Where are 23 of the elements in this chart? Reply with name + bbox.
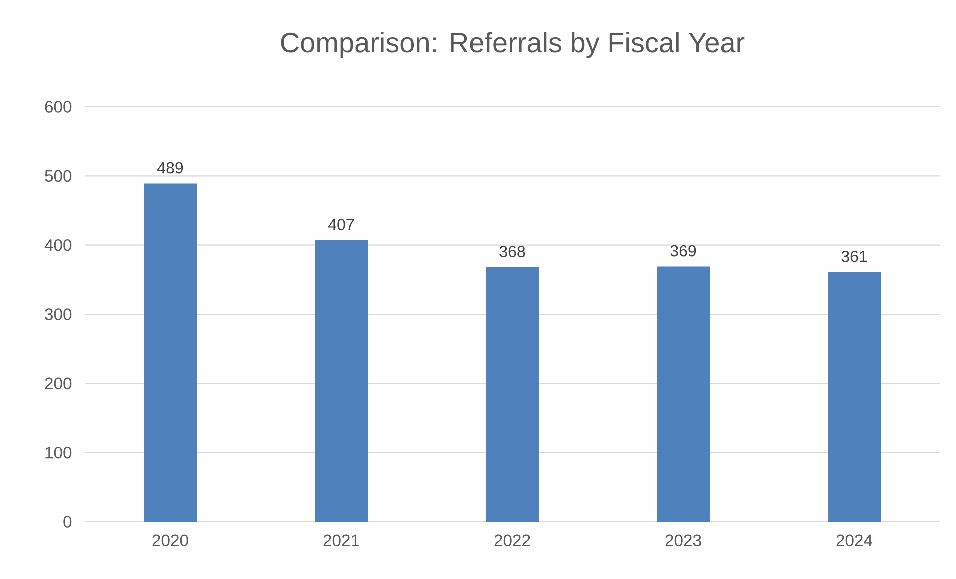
x-tick-label: 2024: [836, 534, 873, 547]
y-tick-label: 600: [45, 101, 72, 113]
x-tick-label: 2021: [324, 534, 360, 547]
y-tick-label: 200: [45, 378, 72, 390]
x-tick-label: 2020: [152, 534, 188, 547]
chart-title: Comparison: Referrals by Fiscal Year: [281, 32, 745, 58]
bar: [315, 240, 368, 522]
bar: [144, 184, 198, 522]
x-tick-label: 2023: [666, 534, 702, 547]
bar: [828, 272, 882, 522]
y-tick-label: 300: [45, 308, 72, 320]
data-label: 368: [500, 246, 526, 258]
y-tick-label: 100: [46, 446, 72, 459]
data-label: 407: [328, 219, 354, 230]
bar: [486, 267, 540, 522]
y-tick-label: 0: [64, 516, 72, 528]
data-label: 369: [670, 245, 696, 257]
x-tick-label: 2022: [494, 534, 530, 547]
bar: [657, 266, 710, 522]
data-label: 489: [158, 162, 184, 174]
y-tick-label: 400: [44, 239, 72, 252]
data-label: 361: [842, 250, 868, 262]
y-tick-label: 500: [45, 170, 72, 182]
